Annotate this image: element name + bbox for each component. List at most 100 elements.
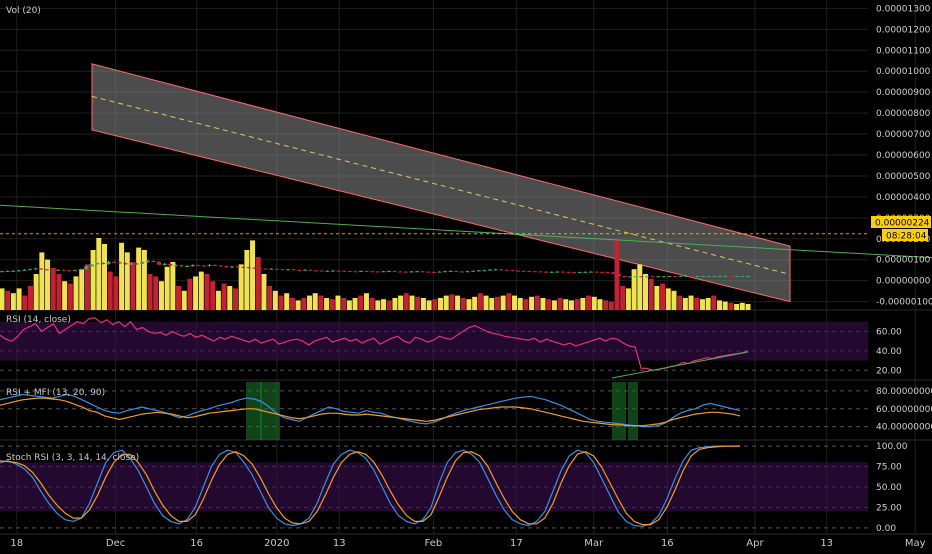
stoch-rsi-legend[interactable]: Stoch RSI (3, 3, 14, 14, close) xyxy=(6,453,139,463)
candle-body xyxy=(544,271,549,273)
candle-body xyxy=(229,266,234,268)
time-tick-label: 13 xyxy=(333,538,346,549)
volume-bar xyxy=(586,295,592,310)
candle-body xyxy=(28,269,33,271)
volume-bar xyxy=(409,295,415,310)
candle-body xyxy=(0,271,4,273)
candle-body xyxy=(67,270,72,272)
candle-body xyxy=(22,269,27,271)
volume-bar xyxy=(227,286,233,310)
candle-body xyxy=(241,266,246,268)
volume-bar xyxy=(745,304,751,310)
time-axis[interactable]: 18 Dec 16 2020 13 Feb 17 Mar 16 Apr 13 May xyxy=(10,538,925,549)
volume-bar xyxy=(96,238,102,310)
volume-bar xyxy=(665,288,671,310)
candle-body xyxy=(577,272,582,274)
volume-bar xyxy=(398,295,404,310)
rsi-panel[interactable]: RSI (14, close) xyxy=(0,315,868,379)
volume-bar xyxy=(45,259,51,310)
candle-body xyxy=(123,263,128,265)
candle-body xyxy=(437,271,442,273)
candle-body xyxy=(319,270,324,272)
candle-body xyxy=(594,271,599,273)
volume-bar xyxy=(403,293,409,310)
price-axis[interactable]: 0.00001300 0.00001200 0.00001100 0.00001000… xyxy=(876,4,932,534)
rsi-mfi-panel[interactable]: RSI + MFI (13, 20, 90) xyxy=(0,382,741,440)
volume-bar xyxy=(210,281,216,310)
rsi-mfi-legend[interactable]: RSI + MFI (13, 20, 90) xyxy=(6,388,105,398)
rsi-tick-label: 60.00 xyxy=(876,327,902,337)
volume-bar xyxy=(39,252,45,310)
candle-body xyxy=(734,276,739,278)
volume-bar xyxy=(33,274,39,310)
volume-bar xyxy=(386,300,392,310)
volume-legend[interactable]: Vol (20) xyxy=(6,6,41,16)
volume-bar xyxy=(295,300,301,310)
candle-body xyxy=(353,271,358,273)
candle-body xyxy=(95,262,100,265)
stoch-tick-label: 0.00 xyxy=(876,524,896,534)
volume-bar xyxy=(130,262,136,310)
candle-body xyxy=(145,260,150,262)
candle-body xyxy=(263,268,268,270)
candle-body xyxy=(16,270,21,272)
price-tick-label: 0.00000000 xyxy=(876,277,931,287)
time-tick-label: Apr xyxy=(746,538,764,549)
candle-body xyxy=(588,271,593,273)
candle-body xyxy=(454,271,459,273)
volume-bar xyxy=(124,252,130,310)
volume-bar xyxy=(392,298,398,310)
rsi-legend[interactable]: RSI (14, close) xyxy=(6,315,71,325)
time-tick-label: Mar xyxy=(584,538,604,549)
volume-bar xyxy=(660,283,666,310)
support-trendline[interactable] xyxy=(0,204,932,259)
countdown-badge: 08:28:04 xyxy=(882,229,928,242)
channel-midline[interactable] xyxy=(91,95,791,275)
candle-body xyxy=(78,269,83,271)
mfi-highlight-zone xyxy=(260,382,280,440)
candle-body xyxy=(185,266,190,268)
candle-body xyxy=(381,271,386,273)
stoch-rsi-panel[interactable]: Stoch RSI (3, 3, 14, 14, close) xyxy=(0,445,868,527)
candle-body xyxy=(89,264,94,267)
volume-bar xyxy=(284,293,290,310)
mfi-highlight-zone xyxy=(246,382,262,440)
candle-body xyxy=(729,275,734,277)
stoch-rsi-k-line xyxy=(0,445,740,527)
price-tick-label: 0.00001300 xyxy=(876,4,931,14)
volume-bar xyxy=(654,286,660,310)
volume-bar xyxy=(329,299,335,310)
volume-bar xyxy=(557,298,563,310)
volume-bar xyxy=(568,300,574,310)
volume-bar xyxy=(221,283,227,310)
price-tick-label: 0.00000600 xyxy=(876,151,931,161)
candle-body xyxy=(336,270,341,272)
rsi-trendline[interactable] xyxy=(611,351,749,379)
candle-body xyxy=(471,270,476,272)
candle-body xyxy=(459,271,464,273)
price-panel[interactable]: Vol (20) xyxy=(0,6,932,310)
candle-body xyxy=(409,271,414,273)
stoch-tick-label: 50.00 xyxy=(876,483,902,493)
candle-body xyxy=(134,263,139,265)
volume-bar xyxy=(540,298,546,310)
price-tick-label: 0.00000800 xyxy=(876,109,931,119)
time-tick-label: Dec xyxy=(106,538,125,549)
candle-body xyxy=(308,269,313,271)
candle-body xyxy=(560,271,565,273)
volume-bar xyxy=(164,266,170,310)
candle-body xyxy=(504,269,509,271)
volume-bar xyxy=(551,300,557,310)
stoch-tick-label: 100.00 xyxy=(876,442,908,452)
candle-body xyxy=(269,268,274,270)
rsi-mfi-orange-line xyxy=(0,397,741,427)
candle-body xyxy=(258,268,263,270)
candle-body xyxy=(44,269,49,271)
volume-bar xyxy=(158,281,164,310)
volume-bar xyxy=(22,295,28,310)
candle-body xyxy=(291,269,296,271)
candle-body xyxy=(605,272,610,274)
volume-bar xyxy=(717,300,723,310)
